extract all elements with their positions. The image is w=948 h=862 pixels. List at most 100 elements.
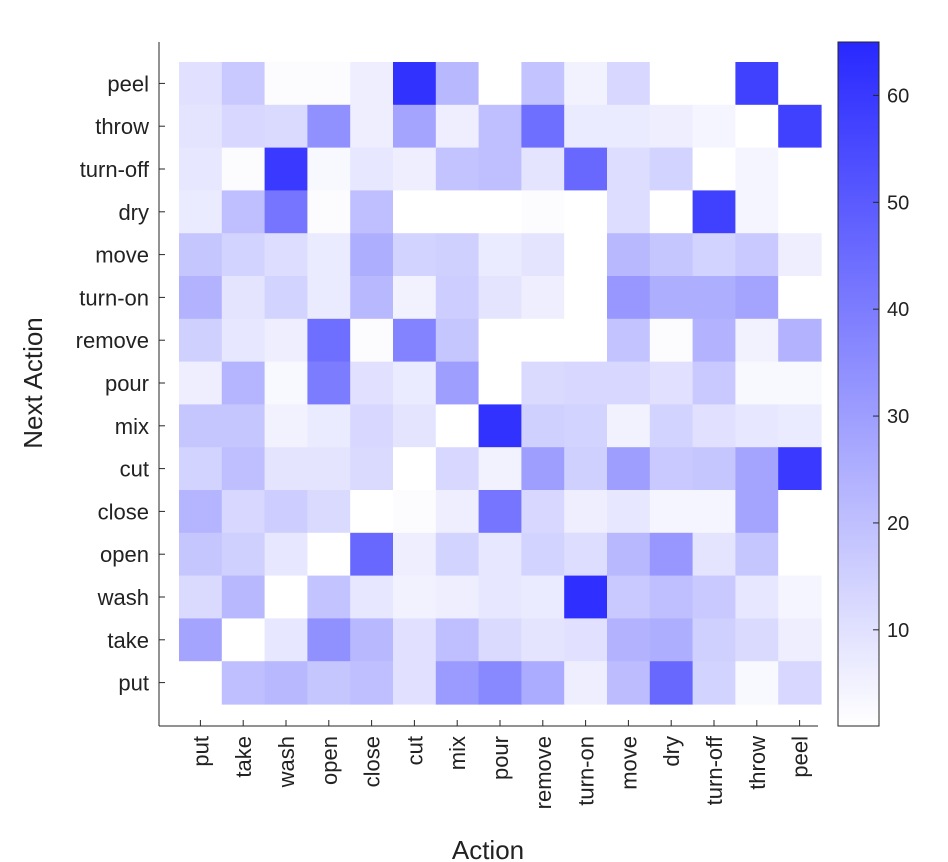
heatmap-cell-pour-cut [393,361,437,405]
heatmap-cell-pour-move [607,361,651,405]
heatmap-cell-turn-on-put [179,276,223,320]
heatmap-cell-move-close [350,233,394,277]
heatmap-cell-cut-wash [264,447,308,491]
heatmap-cell-dry-open [307,190,351,234]
heatmap-cell-close-peel [778,490,822,534]
heatmap-cell-wash-mix [435,575,480,619]
heatmap-cell-put-close [350,661,394,705]
heatmap-cell-peel-wash [264,62,308,106]
heatmap-cell-dry-turn-off [692,190,736,234]
colorbar-tick-label-10: 10 [887,620,909,642]
y-tick-labels: peel throw turn-off dry move turn-on remove pou… [76,71,165,696]
y-tick-label-remove: remove [76,328,149,353]
heatmap-cell-pour-peel [778,361,822,405]
heatmap-cell-mix-dry [649,404,694,448]
heatmap-cell-move-pour [478,233,522,277]
heatmap-cell-wash-close [350,575,394,619]
colorbar-tick-label-50: 50 [887,192,909,214]
x-tick-label-dry: dry [659,736,684,767]
heatmap-cell-close-close [350,490,394,534]
heatmap-cell-peel-put [179,62,223,106]
x-tick-label-mix: mix [445,736,470,770]
heatmap-cell-put-throw [735,661,779,705]
heatmap-cell-mix-cut [393,404,437,448]
heatmap-cell-put-open [307,661,351,705]
heatmap-cell-wash-pour [478,575,522,619]
heatmap-cell-remove-cut [393,318,437,363]
colorbar-tick-label-30: 30 [887,406,909,428]
heatmap-cell-wash-peel [778,575,822,619]
heatmap-cell-put-move [607,661,651,705]
heatmap-cell-wash-move [607,575,651,619]
heatmap-cell-dry-cut [393,190,437,234]
heatmap-cell-wash-dry [649,575,694,619]
heatmap-cell-turn-on-dry [649,276,694,320]
heatmap-cell-cut-turn-off [692,447,736,491]
heatmap-cell-dry-dry [649,190,694,234]
heatmap-cell-mix-pour [478,404,522,448]
heatmap-cell-remove-turn-on [564,318,608,363]
heatmap-cell-turn-on-cut [393,276,437,320]
heatmap-cell-close-open [307,490,351,534]
heatmap-cell-put-dry [649,661,694,705]
heatmap-cell-open-close [350,532,394,577]
heatmap-cell-turn-off-mix [435,147,480,191]
heatmap-cell-wash-remove [521,575,565,619]
heatmap-cell-dry-pour [478,190,522,234]
heatmap-cell-take-take [221,618,266,662]
heatmap-cell-mix-turn-off [692,404,736,448]
heatmap-cell-wash-turn-on [564,575,608,619]
heatmap-cell-peel-turn-off [692,62,736,106]
heatmap-cell-turn-on-turn-on [564,276,608,320]
heatmap-cell-move-throw [735,233,779,277]
heatmap-cell-cut-peel [778,447,822,491]
heatmap-cell-throw-remove [521,104,565,149]
y-tick-label-mix: mix [115,414,149,439]
heatmap-cell-close-put [179,490,223,534]
heatmap-cell-throw-peel [778,104,822,149]
heatmap-cell-take-move [607,618,651,662]
heatmap-cell-mix-take [221,404,266,448]
y-tick-label-turn-on: turn-on [79,285,149,310]
y-tick-label-cut: cut [120,457,149,482]
heatmap-cell-close-pour [478,490,522,534]
heatmap-cell-open-take [221,532,266,577]
heatmap-cell-dry-remove [521,190,565,234]
heatmap-cell-cut-open [307,447,351,491]
heatmap-cell-mix-wash [264,404,308,448]
colorbar: 10 20 30 40 50 60 [837,41,909,727]
x-tick-label-put: put [188,736,213,767]
heatmap-cell-pour-take [221,361,266,405]
heatmap-cell-turn-on-remove [521,276,565,320]
heatmap-cell-turn-on-pour [478,276,522,320]
colorbar-tick-label-20: 20 [887,513,909,535]
y-tick-label-put: put [118,671,149,696]
x-tick-label-move: move [616,736,641,790]
x-tick-label-turn-on: turn-on [574,736,599,806]
heatmap-cell-remove-close [350,318,394,363]
heatmap-cell-dry-put [179,190,223,234]
heatmap-cell-wash-open [307,575,351,619]
heatmap-cell-pour-turn-on [564,361,608,405]
heatmap-cell-open-peel [778,532,822,577]
y-tick-label-peel: peel [107,71,149,96]
heatmap-cell-open-turn-off [692,532,736,577]
heatmap-cell-turn-on-take [221,276,266,320]
heatmap-cell-mix-move [607,404,651,448]
heatmap-cell-throw-wash [264,104,308,149]
heatmap-cell-open-mix [435,532,480,577]
heatmap-cell-move-mix [435,233,480,277]
y-tick-label-turn-off: turn-off [80,157,150,182]
heatmap-cell-take-put [179,618,223,662]
heatmap-cell-remove-remove [521,318,565,363]
y-tick-label-throw: throw [95,114,149,139]
heatmap-cell-take-wash [264,618,308,662]
heatmap-cell-remove-put [179,318,223,363]
heatmap-cell-put-cut [393,661,437,705]
heatmap-cell-turn-off-dry [649,147,694,191]
heatmap-cell-turn-off-throw [735,147,779,191]
y-tick-label-pour: pour [105,371,149,396]
y-tick-label-dry: dry [118,200,149,225]
heatmap-cell-dry-turn-on [564,190,608,234]
heatmap-cell-turn-off-turn-off [692,147,736,191]
